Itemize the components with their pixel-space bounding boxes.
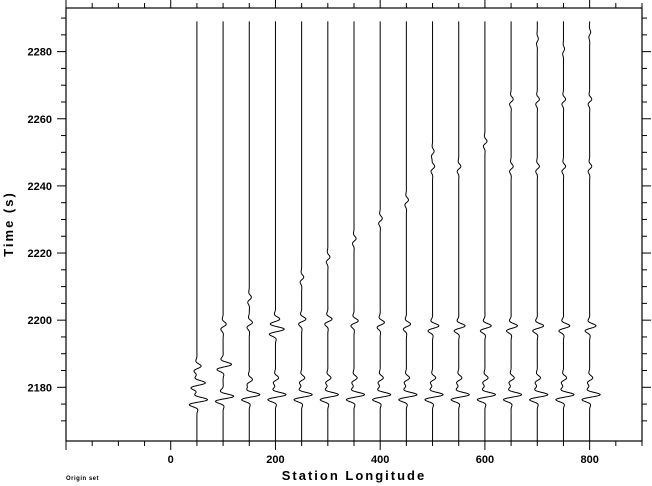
seismogram-trace xyxy=(293,21,313,441)
y-tick-label: 2280 xyxy=(28,47,52,59)
y-tick-label: 2240 xyxy=(28,181,52,193)
y-axis-title: Time (s) xyxy=(1,191,16,257)
seismogram-trace xyxy=(372,21,392,441)
y-tick-label: 2180 xyxy=(28,382,52,394)
seismogram-trace xyxy=(424,21,444,441)
seismogram-trace xyxy=(581,21,601,441)
y-axis: 2180 2200 2220 2240 2260 2280 xyxy=(28,17,651,422)
y-tick-label: 2200 xyxy=(28,315,52,327)
seismogram-trace xyxy=(214,21,235,441)
x-tick-label: 600 xyxy=(476,454,494,466)
footnote: Origin set xyxy=(66,476,100,482)
seismogram-trace xyxy=(398,21,418,441)
y-tick-label: 2260 xyxy=(28,114,52,126)
seismogram-trace xyxy=(450,21,470,441)
seismogram-trace xyxy=(345,21,366,441)
seismogram-trace xyxy=(241,21,261,441)
seismogram-trace xyxy=(502,21,523,441)
seismogram-trace xyxy=(529,21,549,441)
x-tick-label: 200 xyxy=(266,454,284,466)
x-tick-label: 800 xyxy=(580,454,598,466)
x-axis-title: Station Longitude xyxy=(282,468,426,483)
seismogram-trace xyxy=(555,21,575,441)
trace-group xyxy=(188,21,601,441)
x-axis: 0 200 400 600 800 xyxy=(65,0,643,466)
seismogram-trace xyxy=(188,21,209,441)
seismogram-trace xyxy=(267,21,287,441)
x-tick-label: 0 xyxy=(168,454,174,466)
seismogram-trace xyxy=(476,21,497,441)
seismogram-trace xyxy=(319,21,339,441)
x-tick-label: 400 xyxy=(371,454,389,466)
y-tick-label: 2220 xyxy=(28,248,52,260)
